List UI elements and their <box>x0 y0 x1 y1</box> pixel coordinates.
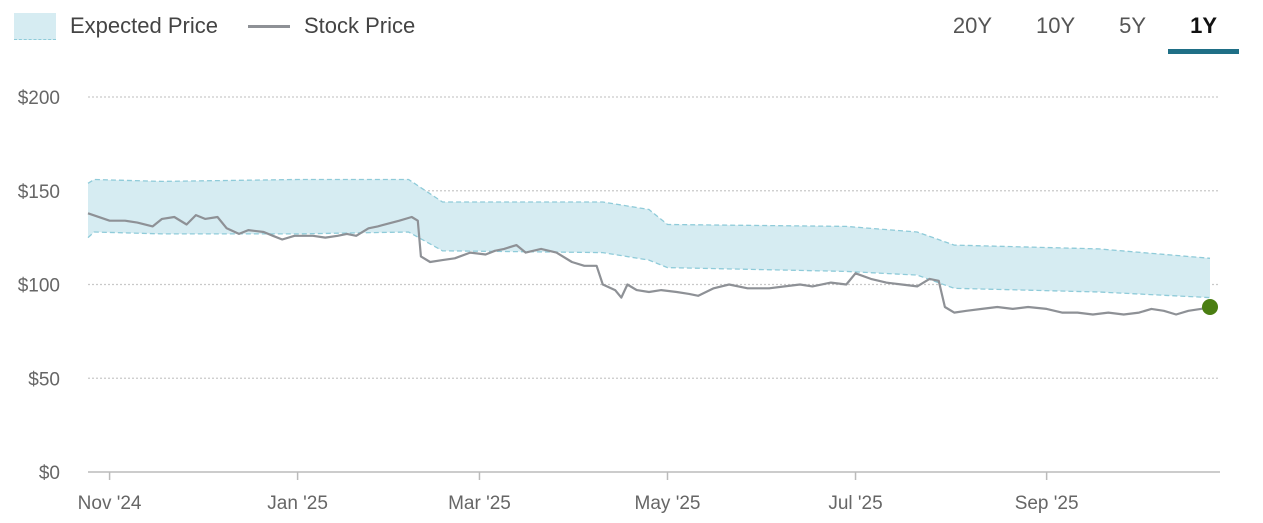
expected-price-swatch <box>14 12 56 40</box>
y-tick-label: $150 <box>18 182 60 203</box>
tab-10y[interactable]: 10Y <box>1036 13 1076 38</box>
stock-price-line <box>87 212 1211 316</box>
y-tick-label: $100 <box>18 276 60 297</box>
y-tick-label: $200 <box>18 88 60 109</box>
tab-20y[interactable]: 20Y <box>952 13 992 38</box>
latest-price-marker <box>1202 299 1218 315</box>
stock-price-swatch <box>247 24 290 28</box>
expected-price-legend-label: Expected Price <box>70 13 218 38</box>
x-tick-label: Mar '25 <box>448 493 511 514</box>
x-tick-label: May '25 <box>635 493 701 514</box>
x-tick-label: Jan '25 <box>267 493 328 514</box>
x-tick-label: Jul '25 <box>828 493 882 514</box>
chart-legend: Expected Price Stock Price <box>14 10 445 42</box>
stock-price-legend-label: Stock Price <box>303 13 416 38</box>
x-tick-label: Nov '24 <box>78 493 142 514</box>
y-tick-label: $50 <box>28 369 60 390</box>
tab-5y[interactable]: 5Y <box>1119 13 1147 38</box>
range-tabs: 20Y 10Y 5Y 1Y <box>931 10 1239 54</box>
expected-price-upper-edge <box>87 178 1211 259</box>
x-tick-label: Sep '25 <box>1015 493 1079 514</box>
tab-1y[interactable]: 1Y <box>1168 10 1239 54</box>
expected-price-band <box>88 179 1210 298</box>
y-tick-label: $0 <box>39 463 60 484</box>
expected-price-lower-edge <box>87 231 1211 299</box>
